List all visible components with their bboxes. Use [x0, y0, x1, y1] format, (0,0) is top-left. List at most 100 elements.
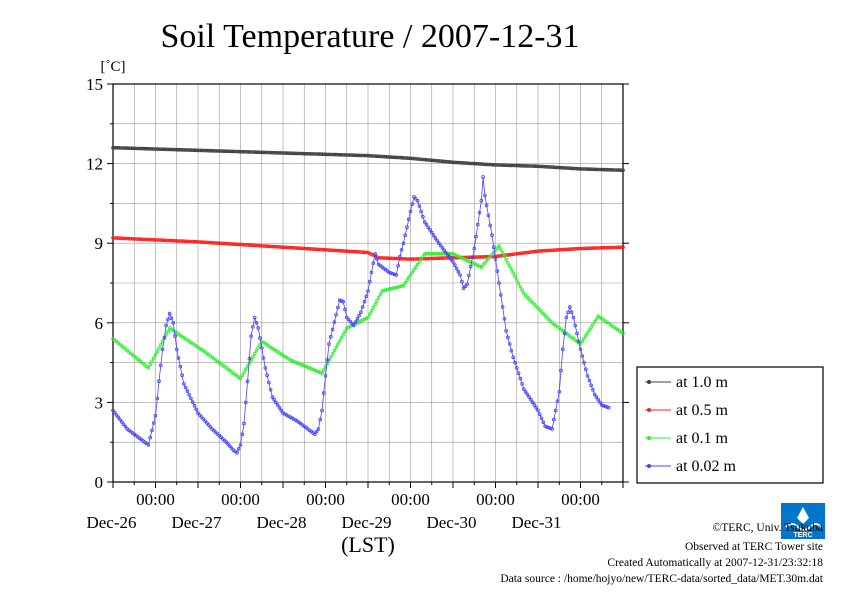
data-point	[369, 252, 374, 257]
data-point	[150, 428, 154, 433]
data-point	[224, 149, 229, 154]
data-point	[431, 233, 436, 238]
data-point	[555, 165, 560, 170]
data-point	[426, 225, 431, 230]
data-point	[583, 246, 588, 251]
y-axis-unit: [˚C]	[101, 59, 126, 75]
data-point	[357, 320, 361, 324]
data-point	[431, 158, 436, 163]
data-point	[244, 400, 248, 405]
data-point	[410, 202, 415, 206]
data-point	[350, 321, 354, 326]
data-point	[305, 246, 310, 251]
data-point	[621, 245, 625, 250]
data-point	[173, 147, 177, 152]
data-point	[518, 376, 523, 381]
data-point	[150, 359, 154, 364]
data-point	[249, 243, 253, 248]
data-point	[341, 332, 346, 337]
data-point	[160, 238, 165, 243]
data-point	[389, 286, 393, 291]
data-point	[557, 248, 562, 252]
data-point	[401, 156, 406, 160]
data-point	[353, 249, 358, 254]
data-point	[390, 256, 395, 261]
data-point	[390, 155, 395, 160]
data-point	[378, 292, 383, 297]
footer-created: Created Automatically at 2007-12-31/23:3…	[607, 557, 823, 569]
data-point	[559, 247, 563, 252]
data-point	[475, 222, 480, 227]
data-point	[621, 331, 625, 336]
data-point	[307, 247, 312, 251]
data-point	[121, 236, 126, 241]
x-tick-date-label: Dec-28	[256, 513, 306, 532]
data-point	[348, 319, 353, 324]
data-point	[436, 241, 441, 246]
data-point	[394, 273, 399, 277]
data-point	[532, 403, 537, 407]
data-point	[617, 168, 622, 172]
data-point	[456, 160, 461, 165]
data-point	[573, 247, 577, 251]
data-point	[421, 214, 425, 219]
data-point	[495, 269, 500, 273]
data-point	[297, 151, 301, 156]
data-point	[445, 160, 450, 164]
data-point	[495, 163, 500, 167]
data-point	[183, 385, 188, 390]
data-point	[424, 222, 429, 227]
data-point	[336, 342, 340, 347]
data-point	[513, 360, 517, 365]
y-tick-label: 9	[95, 234, 104, 253]
data-point	[392, 286, 397, 290]
data-point	[321, 152, 326, 157]
data-point	[530, 400, 535, 405]
data-point	[417, 204, 422, 208]
data-point	[318, 370, 323, 375]
data-point	[385, 256, 390, 261]
data-point	[141, 237, 145, 242]
data-point	[530, 250, 535, 254]
data-point	[206, 240, 211, 245]
data-point	[339, 335, 344, 340]
data-point	[327, 152, 331, 157]
data-point	[449, 257, 454, 262]
data-point	[433, 236, 438, 240]
data-point	[491, 163, 496, 167]
data-point	[543, 164, 547, 169]
data-point	[180, 239, 184, 243]
data-point	[189, 239, 193, 244]
data-point	[166, 329, 170, 334]
data-point	[357, 313, 361, 318]
x-tick-time-label: 00:00	[561, 490, 600, 509]
data-point	[454, 253, 459, 258]
data-point	[125, 146, 129, 150]
data-point	[500, 305, 505, 309]
data-point	[266, 380, 271, 385]
data-point	[367, 312, 372, 317]
data-point	[509, 267, 514, 272]
data-point	[176, 147, 181, 152]
data-point	[546, 425, 551, 430]
data-point	[502, 163, 507, 168]
data-point	[235, 242, 239, 247]
data-point	[426, 252, 431, 256]
data-point	[148, 362, 153, 367]
data-point	[509, 348, 514, 353]
data-point	[151, 238, 156, 242]
data-point	[277, 245, 282, 249]
data-point	[206, 423, 211, 427]
data-point	[396, 285, 400, 289]
data-point	[583, 333, 588, 338]
data-point	[236, 242, 241, 247]
data-point	[245, 379, 250, 384]
data-point	[380, 289, 385, 293]
data-point	[366, 289, 370, 293]
data-point	[252, 243, 257, 248]
data-point	[185, 148, 190, 152]
data-point	[261, 356, 266, 360]
data-point	[205, 240, 209, 245]
data-point	[378, 256, 383, 260]
data-point	[470, 161, 475, 166]
